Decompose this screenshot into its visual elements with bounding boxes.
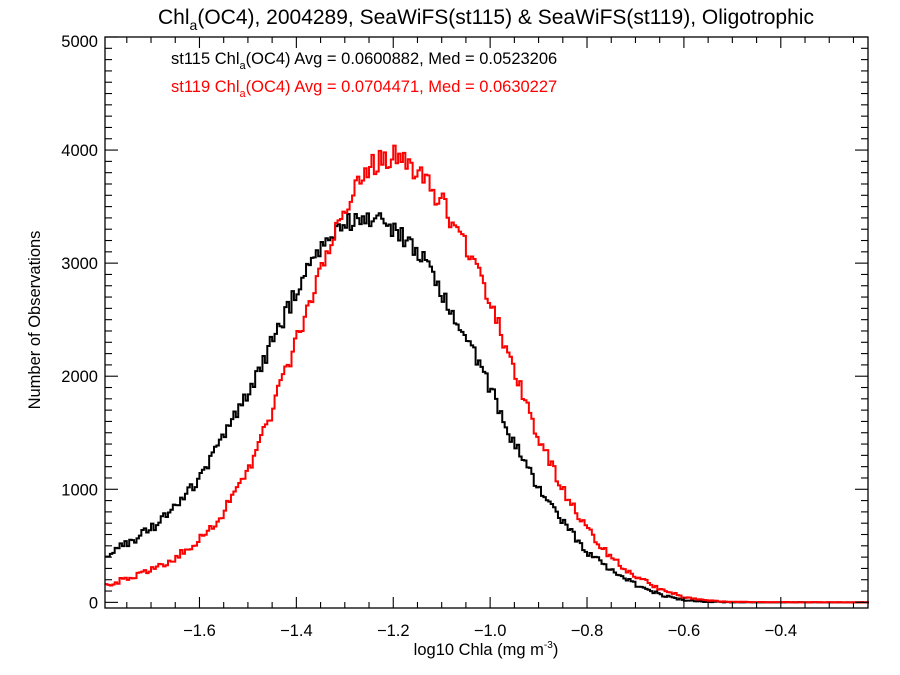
annotation-st115: st115 Chla(OC4) Avg = 0.0600882, Med = 0… [171,50,557,72]
plot-frame [104,36,869,609]
series-line-st119 [105,144,869,604]
y-tick-label: 4000 [61,142,98,160]
y-tick-label: 5000 [61,33,98,51]
y-tick-label: 3000 [61,255,98,273]
x-tick-label: −1.6 [183,622,216,640]
y-tick-label: 2000 [61,368,98,386]
y-tick-label: 0 [89,594,98,612]
y-tick-label: 1000 [61,481,98,499]
chart-title: Chla(OC4), 2004289, SeaWiFS(st115) & Sea… [158,6,814,33]
x-axis-label: log10 Chla (mg m-3) [414,640,559,659]
x-tick-label: −0.4 [765,622,798,640]
y-axis-label: Number of Observations [26,231,44,410]
x-tick-label: −1.4 [280,622,313,640]
x-tick-label: −0.6 [668,622,701,640]
series-line-st115 [105,212,869,604]
x-tick-label: −1.2 [377,622,410,640]
axes-layer: −1.6 −1.4 −1.2 −1.0 −0.8 −0.6 −0.4 0 1000 2000 300… [61,33,868,640]
annotation-st119: st119 Chla(OC4) Avg = 0.0704471, Med = 0… [171,78,557,100]
x-tick-label: −1.0 [474,622,507,640]
x-tick-label: −0.8 [571,622,604,640]
series-layer [105,144,869,604]
